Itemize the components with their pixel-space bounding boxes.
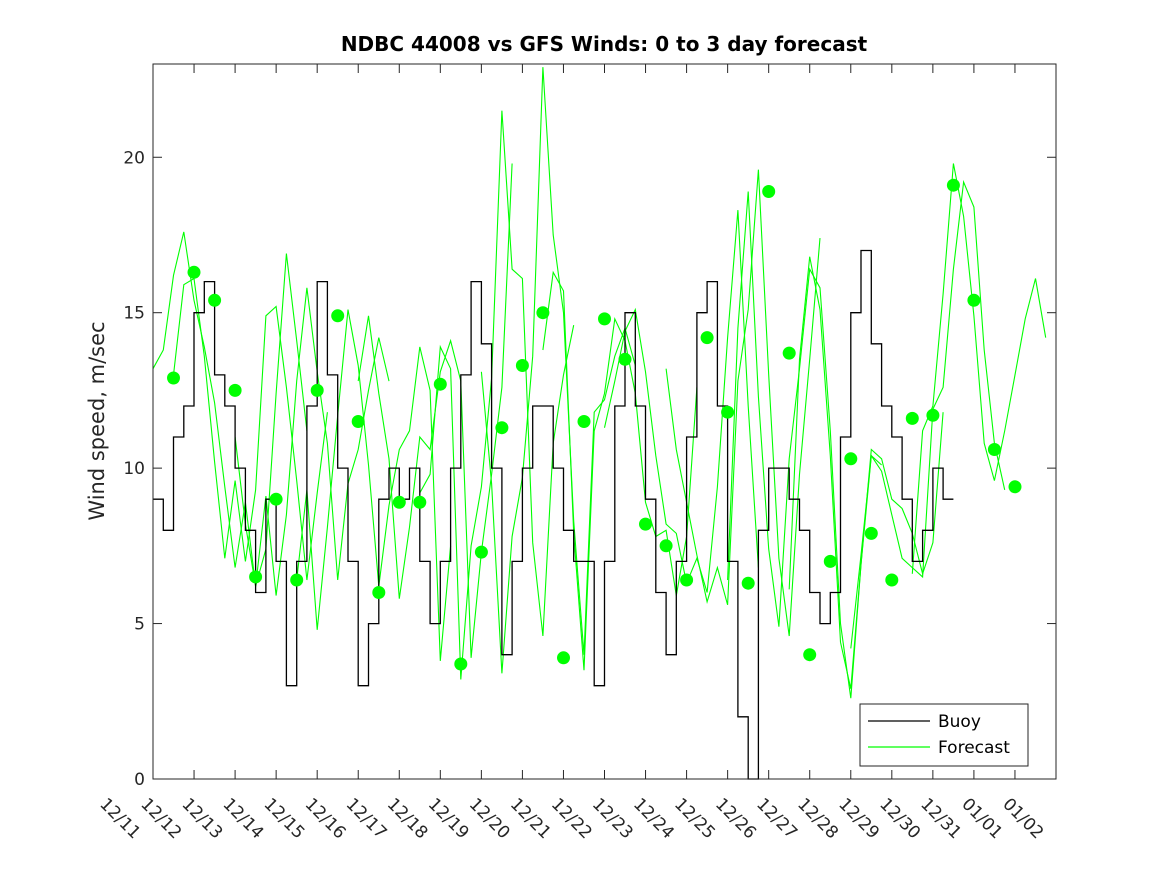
forecast-point (392, 495, 406, 509)
forecast-point (618, 352, 632, 366)
y-axis-label: Wind speed, m/sec (85, 321, 109, 520)
legend-forecast-label: Forecast (938, 738, 1010, 758)
y-tick-label: 10 (123, 459, 145, 479)
forecast-line-12 (850, 179, 1006, 649)
forecast-point (885, 573, 899, 587)
forecast-point (413, 495, 427, 509)
forecast-point (700, 331, 714, 345)
forecast-point (762, 185, 776, 198)
y-tick-label: 15 (123, 304, 145, 324)
forecast-line-13 (911, 163, 1047, 574)
forecast-point (782, 346, 796, 360)
forecast-point (659, 539, 673, 553)
forecast-point (331, 309, 345, 323)
forecast-point (269, 492, 283, 506)
forecast-point (536, 306, 550, 320)
forecast-point (433, 377, 447, 391)
forecast-point (351, 415, 365, 428)
forecast-line-6 (480, 67, 636, 674)
forecast-line-9 (665, 169, 821, 637)
forecast-point (577, 415, 591, 428)
forecast-point (741, 576, 755, 590)
forecast-point (987, 443, 1001, 456)
forecast-point (187, 265, 201, 279)
forecast-point (639, 517, 652, 531)
forecast-point (454, 657, 468, 671)
forecast-point (208, 293, 222, 307)
forecast-point (228, 383, 242, 397)
forecast-point (680, 573, 694, 587)
forecast-point (803, 648, 817, 662)
forecast-point (946, 178, 960, 192)
forecast-point (967, 293, 981, 307)
forecast-point (823, 554, 837, 568)
forecast-point (290, 573, 304, 587)
forecast-point (515, 359, 529, 372)
forecast-point (1008, 480, 1022, 494)
forecast-line-8 (603, 210, 759, 593)
chart-title: NDBC 44008 vs GFS Winds: 0 to 3 day fore… (341, 32, 868, 56)
legend-box (859, 703, 1029, 767)
forecast-point (310, 383, 324, 397)
forecast-line-7 (542, 270, 698, 671)
forecast-point (495, 421, 509, 435)
forecast-line-5 (419, 110, 575, 680)
y-tick-label: 20 (123, 148, 145, 168)
legend-buoy-label: Buoy (938, 712, 981, 732)
buoy-line (153, 249, 954, 780)
plot-content (152, 67, 1047, 780)
y-tick-label: 5 (134, 615, 145, 635)
forecast-point (167, 371, 180, 385)
forecast-point (372, 586, 386, 599)
legend: Buoy Forecast (859, 703, 1029, 767)
forecast-point (905, 411, 919, 425)
forecast-point (598, 312, 611, 326)
forecast-point (844, 452, 858, 466)
forecast-point (864, 526, 878, 540)
y-tick-label: 0 (134, 770, 145, 790)
forecast-point (557, 651, 570, 665)
forecast-point (926, 408, 940, 422)
forecast-point (721, 405, 735, 419)
forecast-point (249, 570, 263, 584)
forecast-point (474, 545, 488, 559)
forecast-line-0 (152, 231, 308, 587)
forecast-line-3 (296, 309, 452, 661)
